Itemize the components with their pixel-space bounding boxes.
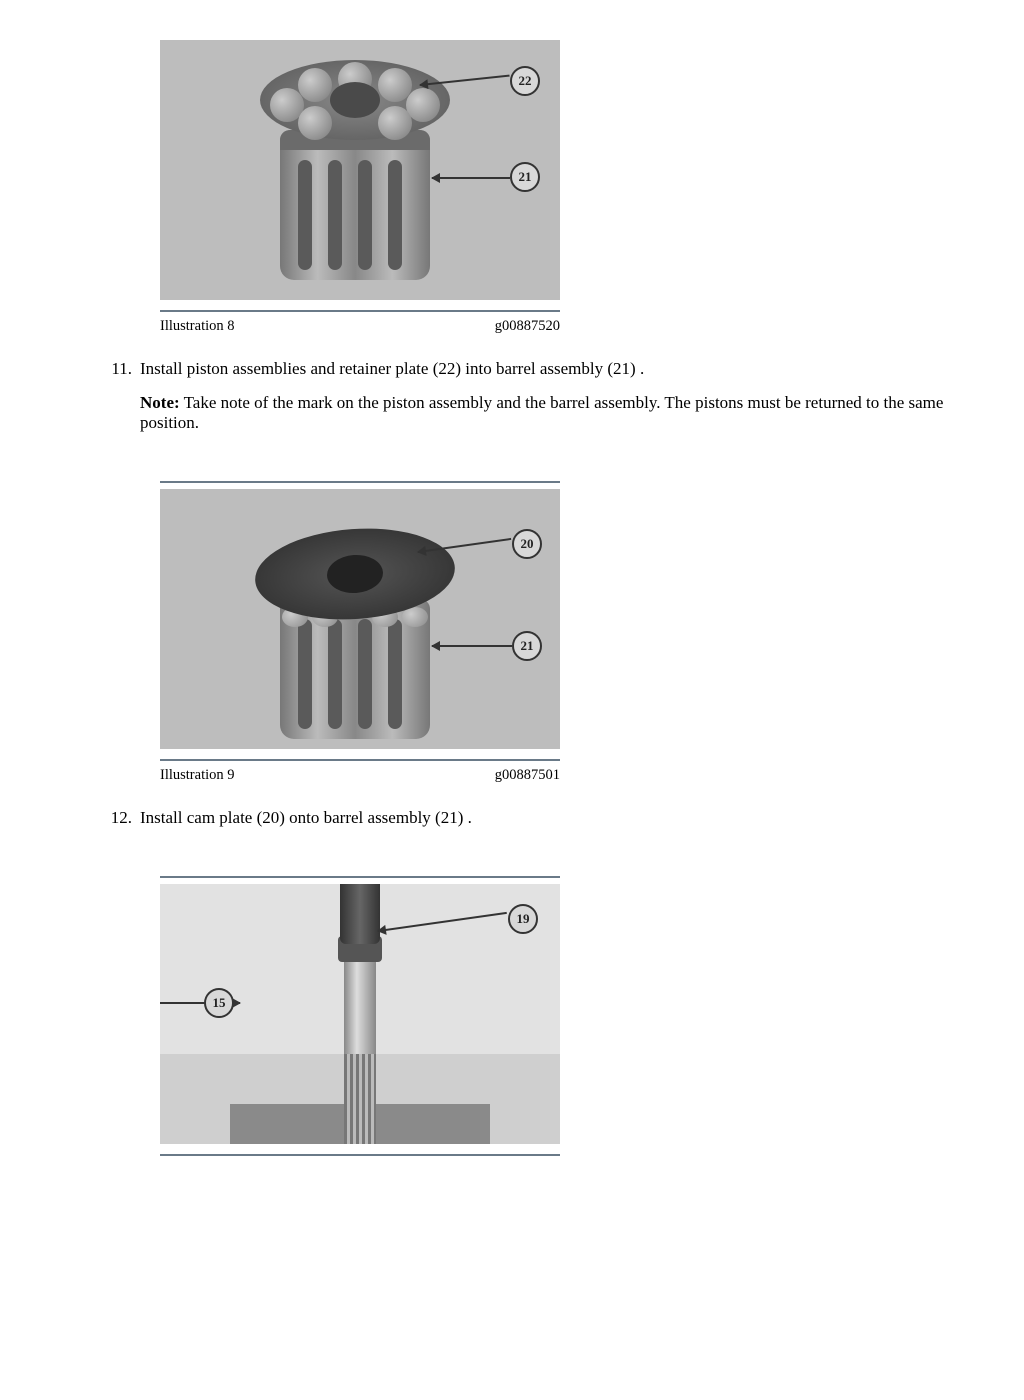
step-11-note: Note: Take note of the mark on the pisto…	[140, 393, 944, 433]
step-11-number: 11.	[100, 359, 140, 379]
figure-8-caption-left: Illustration 8	[160, 318, 235, 335]
callout-21: 21	[510, 162, 540, 192]
figure-rule	[160, 759, 560, 761]
figure-8-caption: Illustration 8 g00887520	[160, 318, 560, 335]
figure-8-image: 22 21	[160, 40, 560, 300]
callout-20: 20	[512, 529, 542, 559]
figure-9-caption-right: g00887501	[495, 767, 560, 784]
callout-21-label: 21	[519, 169, 532, 185]
figure-9-caption: Illustration 9 g00887501	[160, 767, 560, 784]
callout-19: 19	[508, 904, 538, 934]
callout-22: 22	[510, 66, 540, 96]
figure-rule	[160, 310, 560, 312]
note-label: Note:	[140, 393, 180, 412]
figure-rule	[160, 1154, 560, 1156]
figure-9: 20 21 Illustration 9 g00887501	[160, 481, 944, 784]
step-11-text: Install piston assemblies and retainer p…	[140, 359, 944, 379]
callout-15-label: 15	[213, 995, 226, 1011]
step-12-text: Install cam plate (20) onto barrel assem…	[140, 808, 944, 828]
figure-rule	[160, 876, 560, 878]
callout-20-label: 20	[521, 536, 534, 552]
callout-22-label: 22	[519, 73, 532, 89]
callout-21b: 21	[512, 631, 542, 661]
figure-9-image: 20 21	[160, 489, 560, 749]
callout-21b-label: 21	[521, 638, 534, 654]
step-12: 12. Install cam plate (20) onto barrel a…	[100, 808, 944, 828]
figure-rule	[160, 481, 560, 483]
figure-10: 19 15	[160, 876, 944, 1156]
figure-10-image: 19 15	[160, 884, 560, 1144]
callout-19-label: 19	[517, 911, 530, 927]
step-11: 11. Install piston assemblies and retain…	[100, 359, 944, 433]
figure-9-caption-left: Illustration 9	[160, 767, 235, 784]
callout-15: 15	[204, 988, 234, 1018]
step-12-number: 12.	[100, 808, 140, 828]
figure-8-caption-right: g00887520	[495, 318, 560, 335]
figure-8: 22 21 Illustration 8 g00887520	[160, 40, 944, 335]
note-text: Take note of the mark on the piston asse…	[140, 393, 943, 432]
